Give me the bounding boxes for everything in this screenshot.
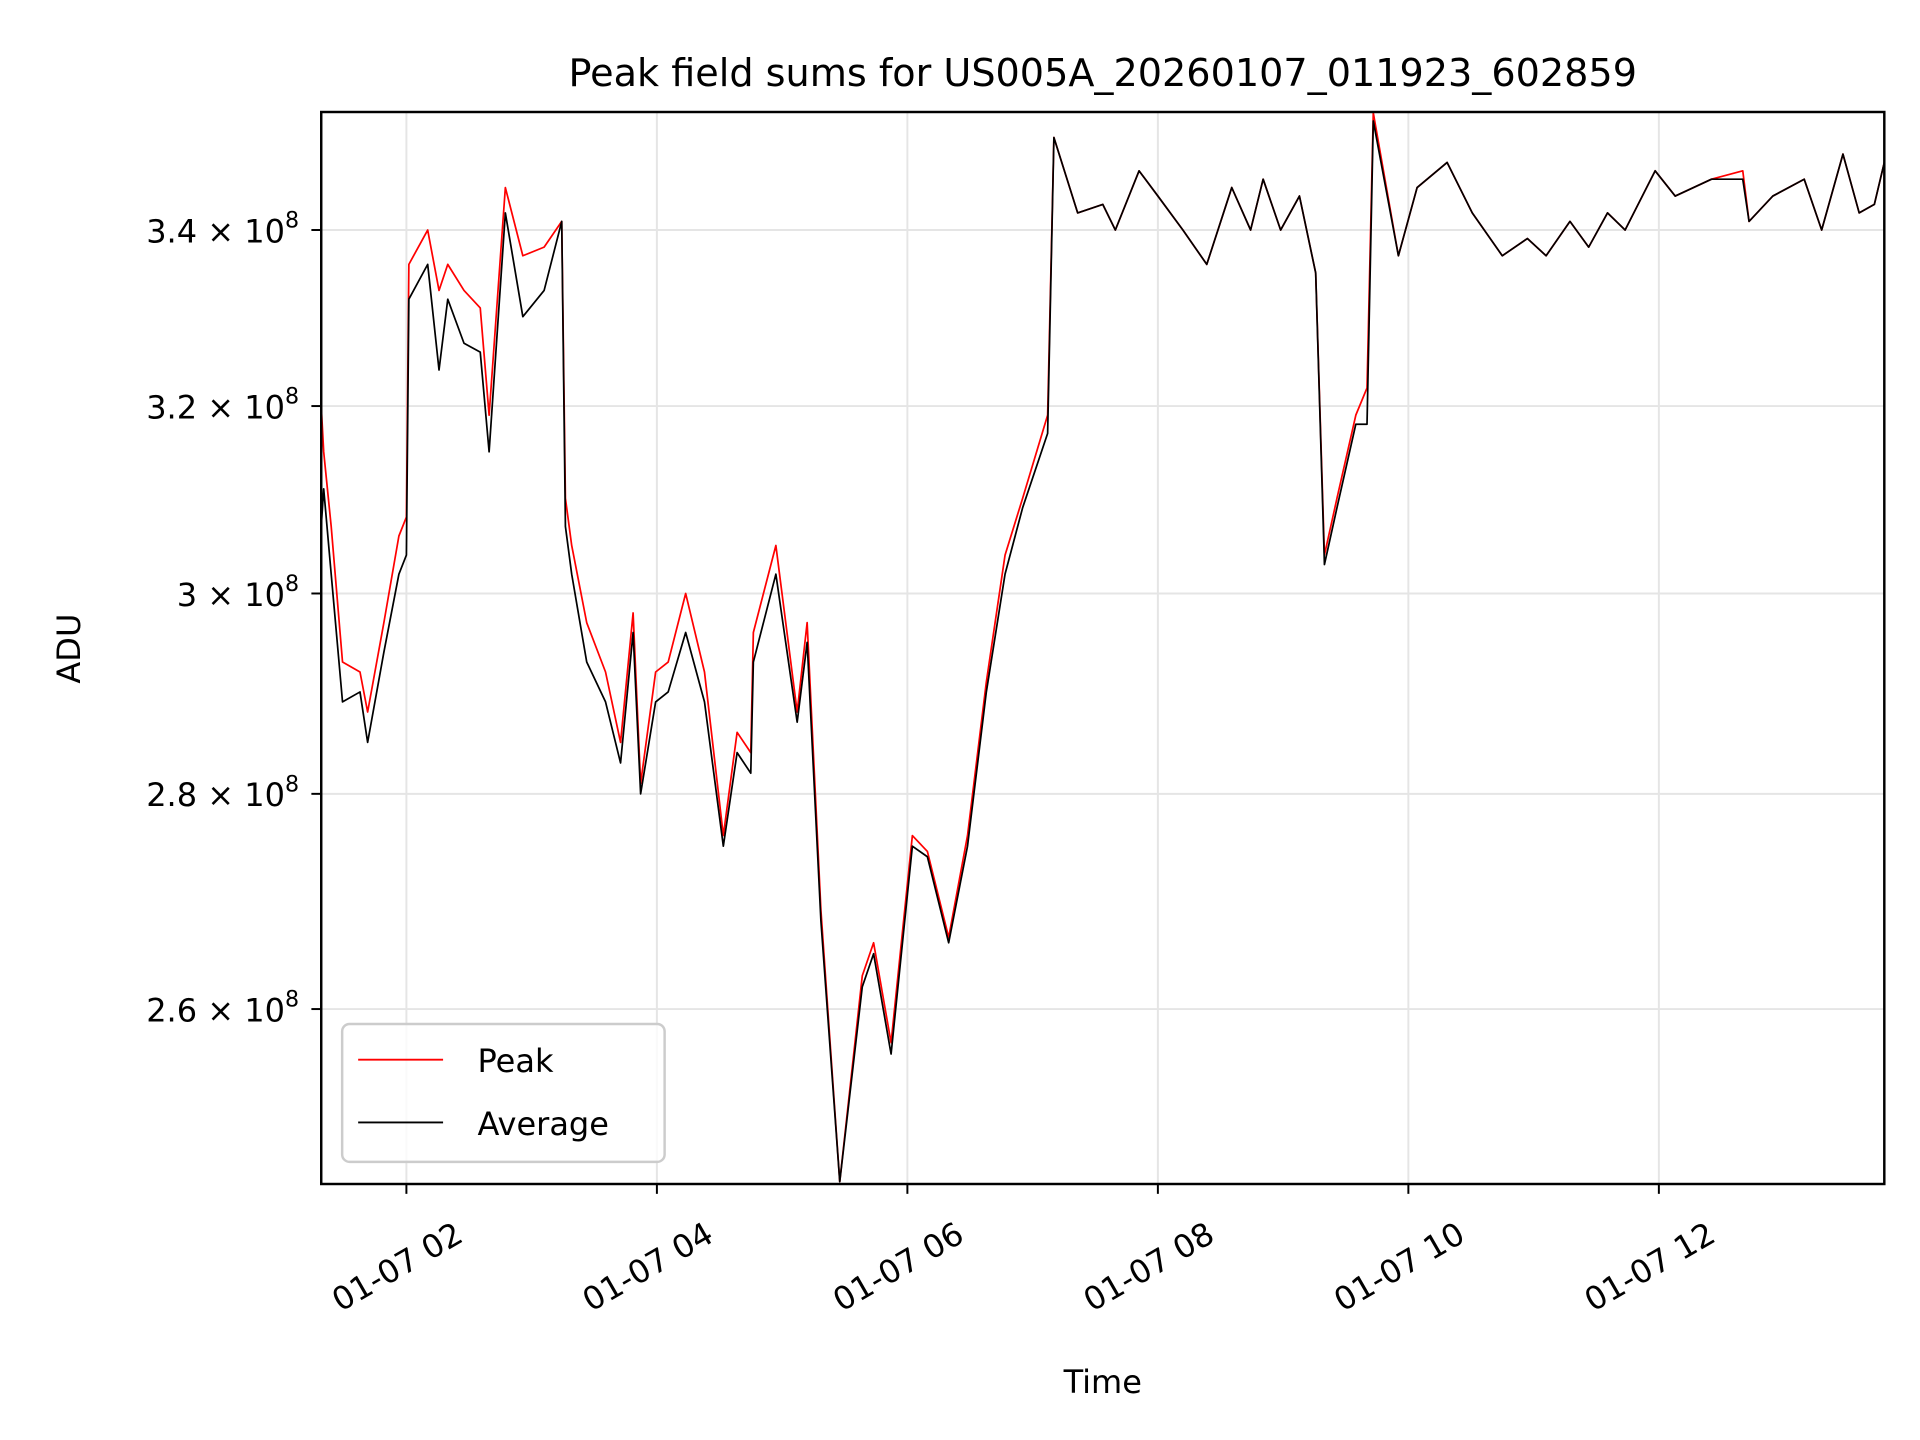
y-axis-label: ADU xyxy=(50,614,88,684)
legend: Peak Average xyxy=(340,1022,666,1164)
y-tick-label: 3.4 × 108 xyxy=(146,208,299,251)
legend-box xyxy=(340,1022,666,1164)
y-axis: 3.4 × 108 3.2 × 108 3 × 108 2.8 × 108 2.6 × … xyxy=(146,208,322,1030)
series-line-average xyxy=(320,120,1886,1183)
legend-label-average: Average xyxy=(478,1105,609,1143)
plot-frame xyxy=(320,110,1886,1186)
x-axis-label: Time xyxy=(1063,1363,1142,1401)
y-tick-label: 3 × 108 xyxy=(177,571,299,614)
y-tick-label: 2.6 × 108 xyxy=(146,987,299,1030)
legend-label-peak: Peak xyxy=(478,1042,554,1080)
y-tick-label: 3.2 × 108 xyxy=(146,384,299,427)
chart-title: Peak field sums for US005A_20260107_0119… xyxy=(569,51,1637,95)
y-tick-label: 2.8 × 108 xyxy=(146,771,299,814)
series-lines xyxy=(320,112,1886,1183)
